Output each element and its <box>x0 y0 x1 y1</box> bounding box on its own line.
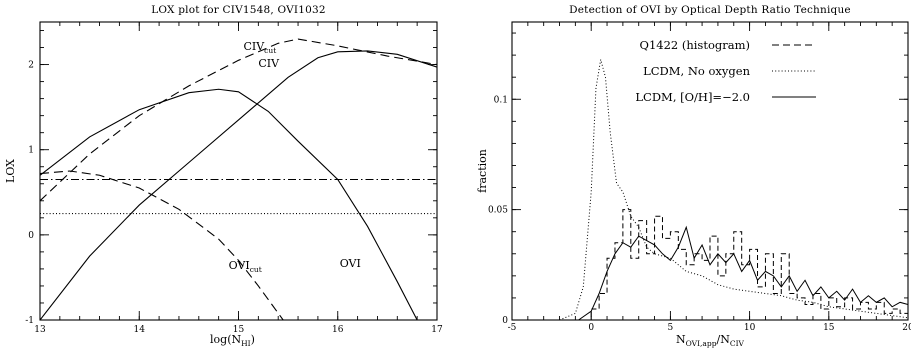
y-axis-label: fraction <box>476 149 489 193</box>
y-tick-label: 0 <box>28 231 34 241</box>
x-axis-label-mid: /N <box>717 333 731 346</box>
series-line-lcdm-o-h-2-0 <box>578 225 908 320</box>
curve-label-main: CIV <box>243 40 265 53</box>
x-tick-label: 0 <box>588 323 594 333</box>
x-tick-label: 15 <box>823 323 835 333</box>
x-axis-label: log(NHI) <box>210 333 255 348</box>
curve-label: CIV <box>258 57 280 70</box>
x-axis-label-sub: HI <box>241 339 251 348</box>
left-chart: 13 14 15 16 17 -1 0 1 2 LOX plot for CIV1548, OVI… <box>4 4 443 348</box>
legend-label: Q1422 (histogram) <box>640 38 750 52</box>
x-axis-label-main: log(N <box>210 333 241 346</box>
x-tick-label: 20 <box>902 323 911 333</box>
x-tick-label: 16 <box>332 325 344 335</box>
series-group <box>40 38 437 320</box>
x-tick-label: 10 <box>744 323 756 333</box>
y-tick-label: 0.05 <box>488 206 508 216</box>
x-axis-label-sub2: CIV <box>730 339 745 348</box>
curve-label-main: OVI <box>229 259 250 272</box>
y-tick-label: 1 <box>28 146 34 156</box>
x-tick-label: 13 <box>34 325 46 335</box>
curve-label: CIVcut <box>243 40 276 55</box>
curve-label-main: OVI <box>340 257 361 270</box>
curve-label-main: CIV <box>258 57 280 70</box>
y-tick-label: 2 <box>28 61 34 71</box>
x-axis-label-close: ) <box>251 333 255 346</box>
plot-frame <box>511 21 909 321</box>
series-group <box>559 59 908 320</box>
x-axis-label: NOVI,app/NCIV <box>676 333 745 348</box>
legend-label: LCDM, No oxygen <box>643 64 750 78</box>
x-tick-label: 5 <box>668 323 674 333</box>
y-axis-label: LOX <box>4 159 17 183</box>
x-axis-label-main: N <box>676 333 686 346</box>
series-line-civ-cut <box>40 38 437 202</box>
series-line-ovi-cut <box>40 170 284 320</box>
x-tick-label: 15 <box>233 325 245 335</box>
x-tick-label: 14 <box>134 325 146 335</box>
curve-label: OVI <box>340 257 361 270</box>
y-tick-label: -1 <box>25 316 34 326</box>
y-tick-label: 0 <box>502 316 508 326</box>
legend-label: LCDM, [O/H]=−2.0 <box>635 90 750 104</box>
curve-label-sub: cut <box>264 46 276 55</box>
series-line-q1422-histogram- <box>586 209 908 320</box>
series-line-civ <box>40 50 437 320</box>
chart-title: Detection of OVI by Optical Depth Ratio … <box>569 4 851 16</box>
x-tick-label: -5 <box>508 323 517 333</box>
chart-title: LOX plot for CIV1548, OVI1032 <box>151 4 326 16</box>
series-line-ovi <box>40 88 418 320</box>
plot-frame <box>39 21 438 321</box>
curve-label: OVIcut <box>229 259 262 274</box>
series-line-lcdm-no-oxygen <box>559 59 908 320</box>
x-tick-label: 17 <box>431 325 443 335</box>
curve-label-sub: cut <box>250 265 262 274</box>
legend: Q1422 (histogram) LCDM, No oxygen LCDM, [O… <box>635 38 816 104</box>
x-axis-label-sub: OVI,app <box>686 339 717 348</box>
y-tick-label: 0.1 <box>494 95 508 105</box>
